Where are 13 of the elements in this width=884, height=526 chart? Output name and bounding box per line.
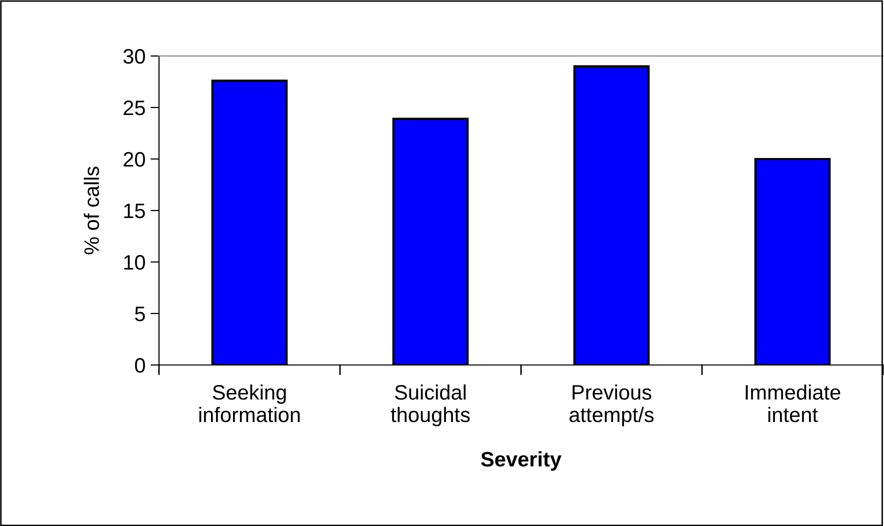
x-tick-label: Previous attempt/s [570, 384, 654, 426]
y-tick-label: 20 [124, 152, 145, 167]
y-tick-label: 10 [124, 255, 145, 270]
x-tick-label: Seeking information [199, 384, 300, 422]
y-axis-title: % of calls [84, 166, 100, 254]
y-tick-label: 25 [124, 100, 145, 116]
y-tick-label: 15 [124, 204, 145, 218]
x-tick-label: Suicidal thoughts [390, 384, 470, 426]
y-tick-label: 5 [135, 306, 145, 322]
x-tick-label: Immediate intent [746, 384, 840, 422]
x-axis-title: Severity [481, 451, 562, 471]
y-tick-label: 30 [123, 49, 145, 64]
y-tick-label: 0 [135, 358, 145, 373]
